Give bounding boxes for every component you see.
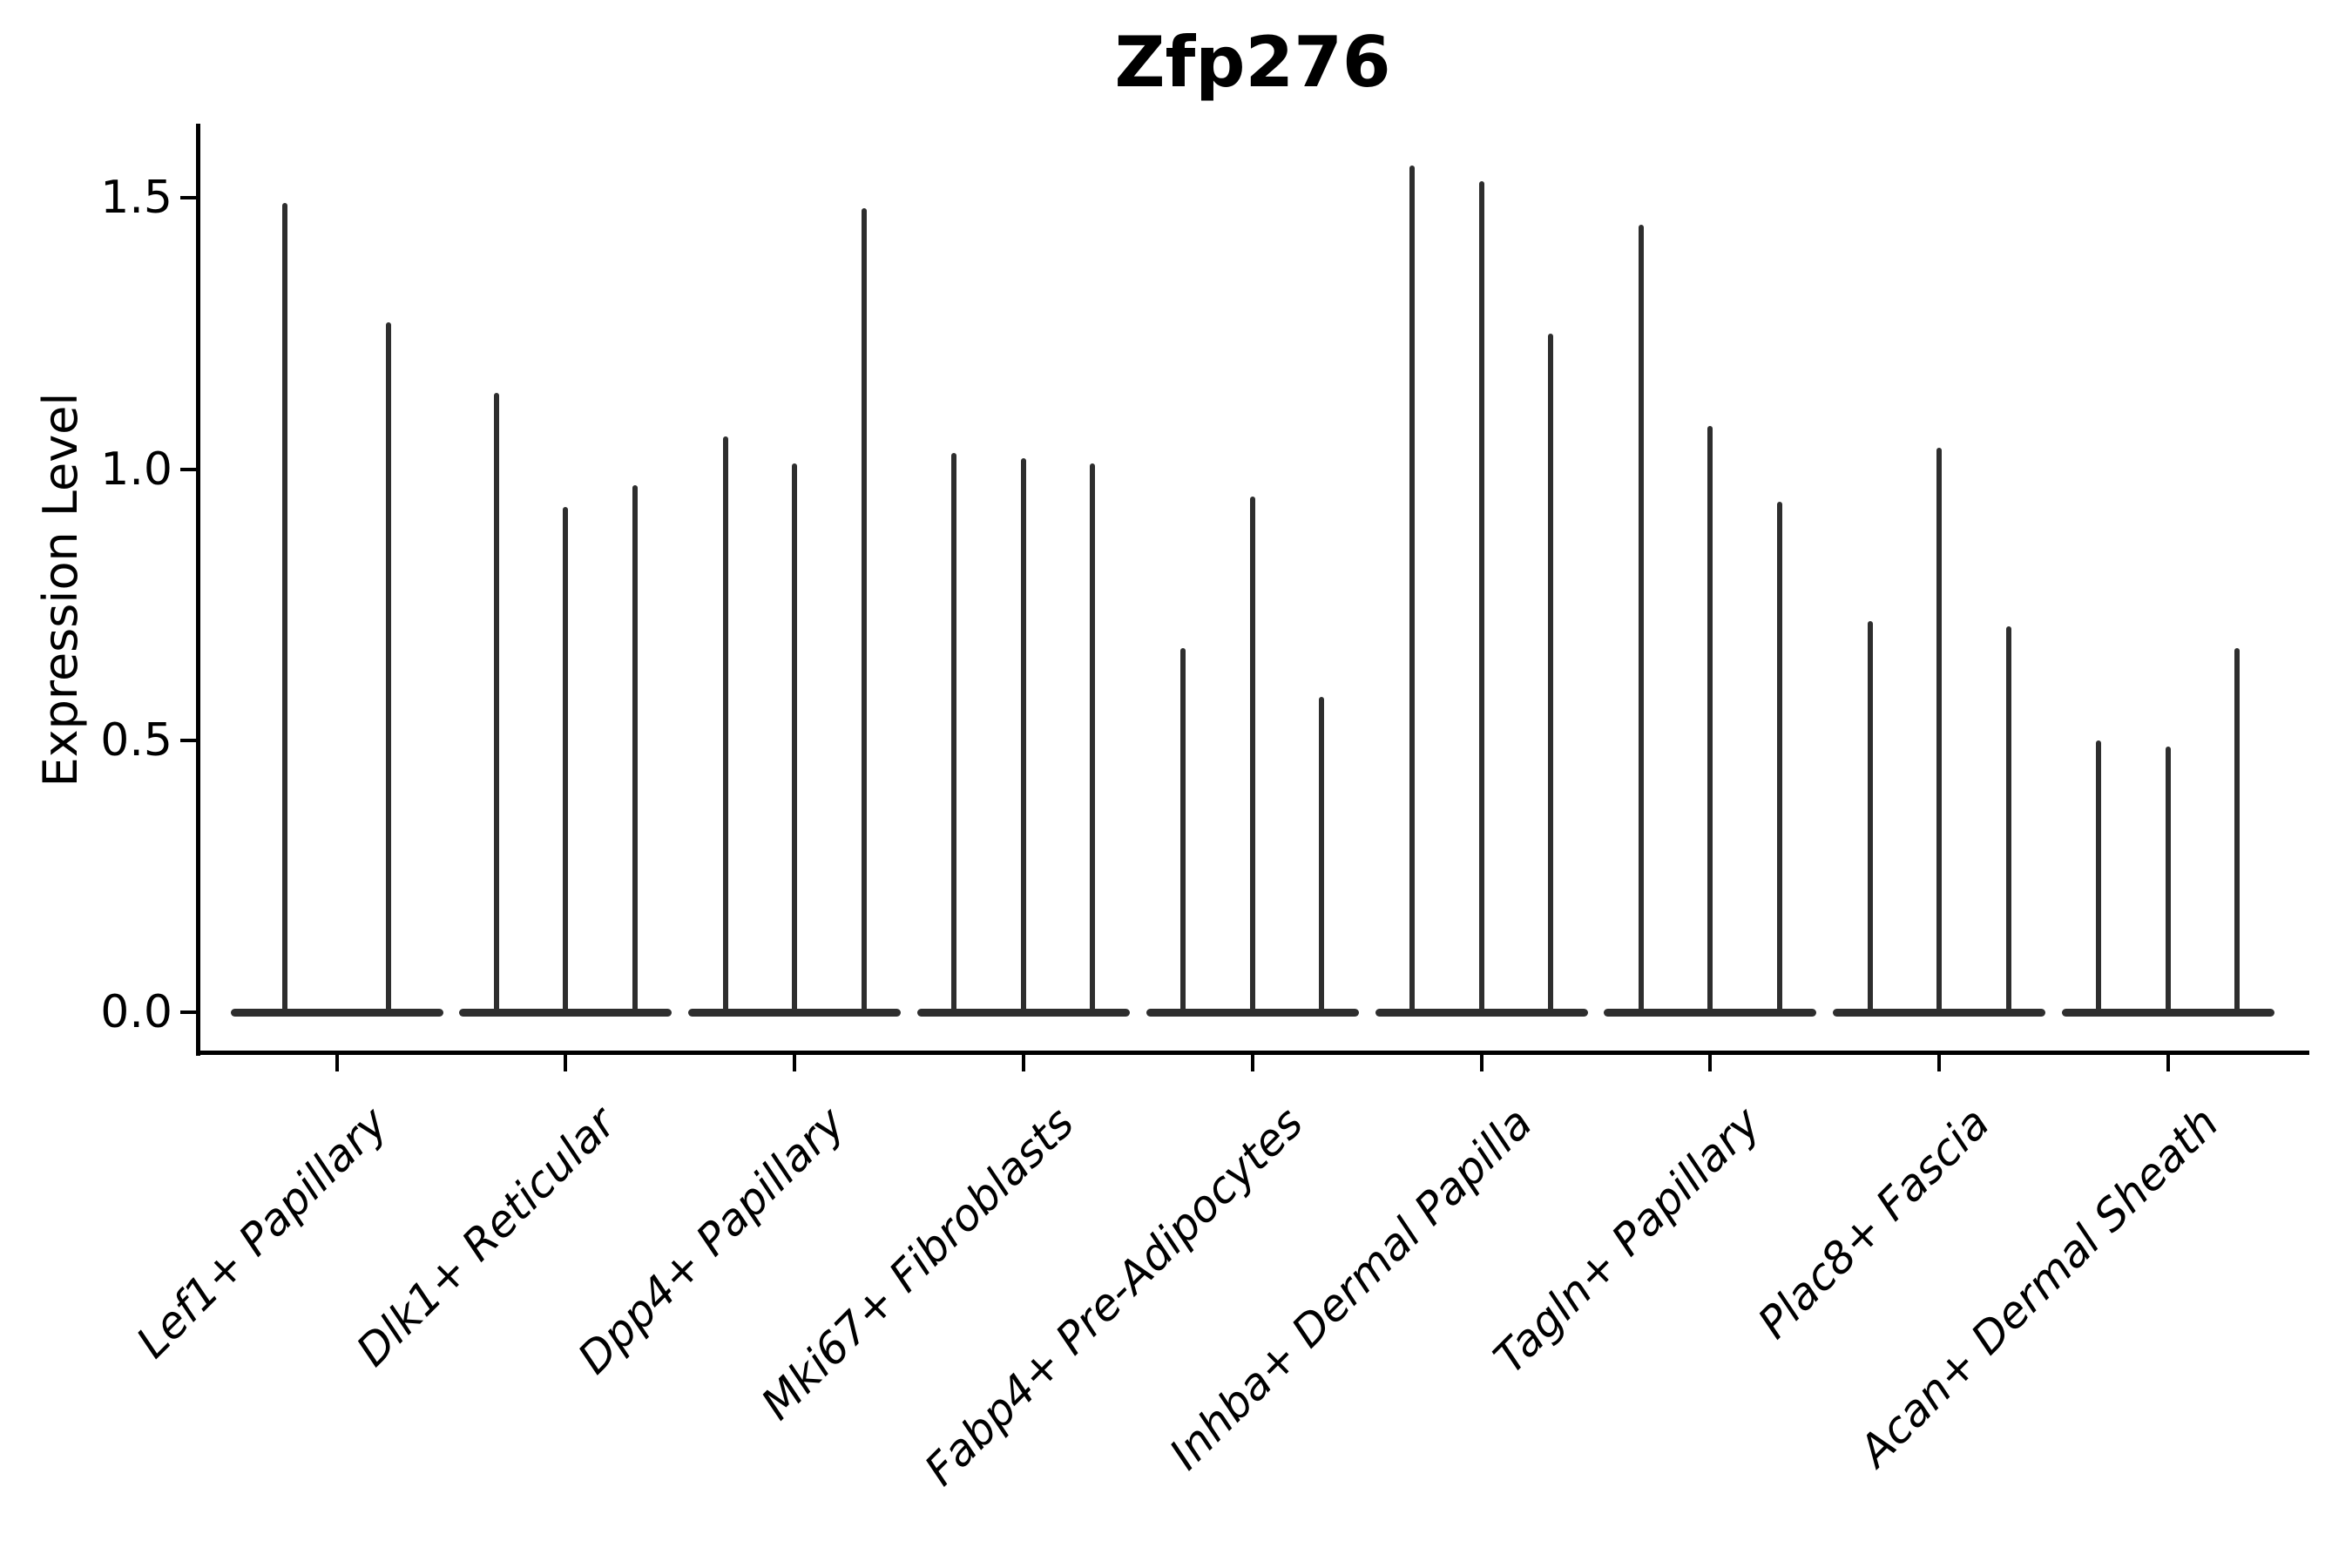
x-tick-label: Dlk1+ Reticular — [347, 1097, 626, 1376]
chart-title: Zfp276 — [1114, 22, 1391, 103]
x-tick — [335, 1055, 339, 1071]
y-axis-label: Expression Level — [33, 392, 88, 787]
x-axis-spine — [196, 1051, 2309, 1055]
x-tick-label: Dpp4+ Papillary — [568, 1097, 855, 1384]
x-tick — [1479, 1055, 1484, 1071]
violin-base — [230, 1009, 443, 1017]
violin-spike — [861, 208, 867, 1015]
violin-spike — [1409, 165, 1415, 1015]
y-axis-spine — [196, 124, 200, 1056]
violin-spike — [2005, 626, 2011, 1015]
violin-spike — [1090, 463, 1096, 1015]
y-tick — [180, 196, 196, 199]
violin-spike — [632, 485, 638, 1015]
violin-spike — [1249, 496, 1255, 1015]
violin-spike — [1936, 447, 1943, 1015]
x-tick-label: Plac8+ Fascia — [1748, 1097, 1999, 1348]
x-tick-label: Acan+ Dermal Sheath — [1848, 1097, 2228, 1477]
y-tick-label: 1.0 — [100, 443, 172, 496]
violin-spike — [1707, 425, 1713, 1015]
x-tick — [1708, 1055, 1713, 1071]
violin-spike — [1638, 225, 1644, 1015]
violin-spike — [282, 203, 287, 1015]
y-tick-label: 0.0 — [100, 986, 172, 1038]
violin-spike — [386, 322, 391, 1015]
violin-spike — [1319, 697, 1325, 1015]
x-tick — [1250, 1055, 1254, 1071]
x-tick — [2166, 1055, 2170, 1071]
violin-spike — [1776, 502, 1782, 1015]
violin-spike — [1867, 621, 1873, 1015]
violin-spike — [493, 393, 499, 1015]
violin-spike — [563, 507, 569, 1015]
violin-spike — [1180, 648, 1186, 1015]
x-tick-label: Inhba+ Dermal Papilla — [1159, 1097, 1542, 1480]
y-tick — [180, 467, 196, 471]
y-tick — [180, 1010, 196, 1014]
violin-spike — [722, 436, 728, 1015]
x-tick-label: Fabp4+ Pre-Adipocytes — [915, 1097, 1313, 1496]
x-tick — [564, 1055, 568, 1071]
y-tick-label: 1.5 — [100, 172, 172, 224]
y-tick-label: 0.5 — [100, 714, 172, 767]
violin-spike — [792, 463, 798, 1015]
x-tick — [1937, 1055, 1942, 1071]
x-tick — [1021, 1055, 1025, 1071]
x-tick-label: Tagln+ Papillary — [1484, 1097, 1771, 1383]
violin-spike — [1020, 458, 1026, 1015]
x-tick-label: Mki67+ Fibroblasts — [751, 1097, 1084, 1429]
violin-spike — [951, 452, 957, 1015]
violin-spike — [2096, 740, 2102, 1015]
violin-spike — [1548, 333, 1553, 1015]
violin-spike — [2234, 648, 2240, 1015]
y-tick — [180, 739, 196, 743]
violin-spike — [1478, 181, 1484, 1015]
violin-spike — [2165, 746, 2171, 1015]
x-tick — [793, 1055, 797, 1071]
x-tick-label: Lef1+ Papillary — [126, 1097, 397, 1369]
